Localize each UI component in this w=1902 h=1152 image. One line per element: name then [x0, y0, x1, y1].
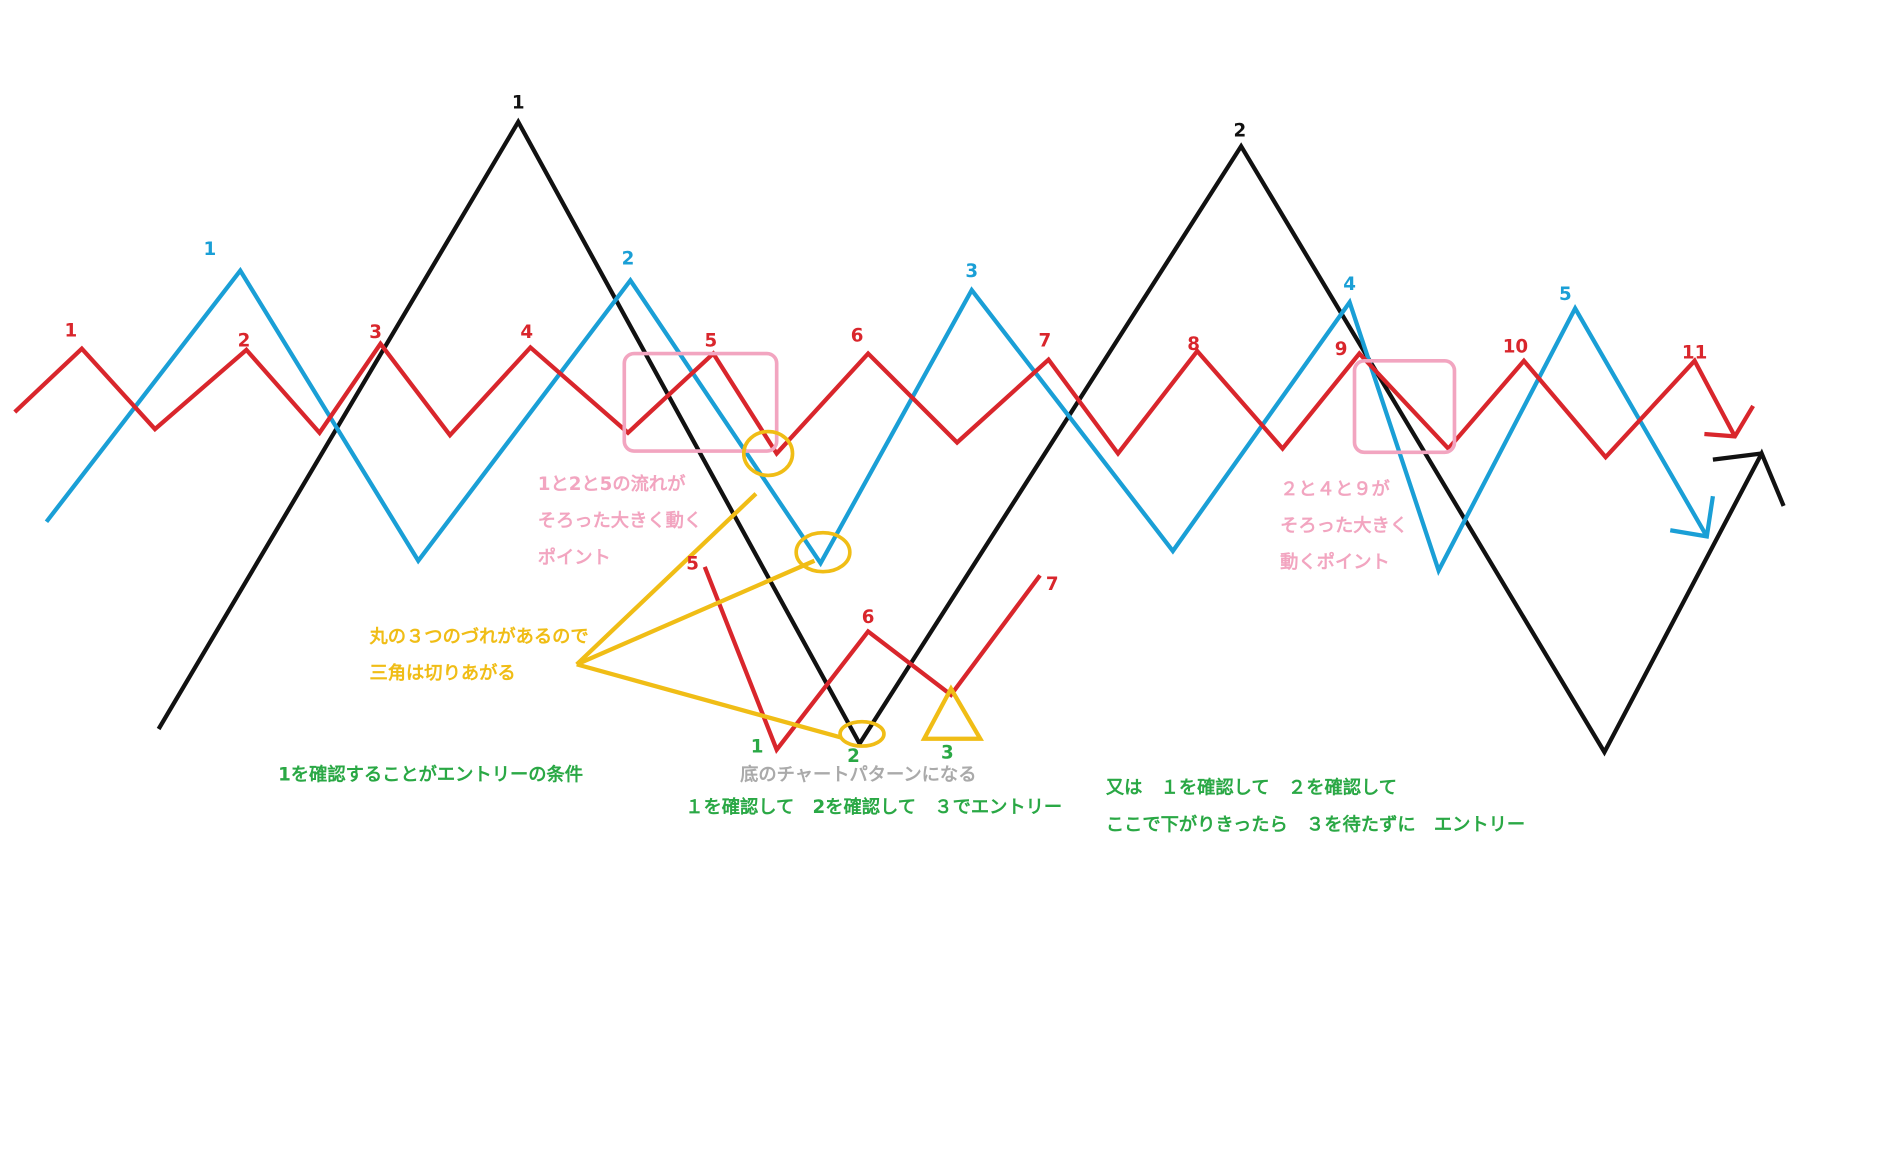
green-label: 3: [941, 742, 954, 763]
annotation: ここで下がりきったら ３を待たずに エントリー: [1106, 813, 1525, 835]
annotation: １を確認して 2を確認して ３でエントリー: [685, 796, 1062, 818]
annotation: 又は １を確認して ２を確認して: [1106, 777, 1397, 799]
red-label: 9: [1335, 339, 1348, 360]
black-label: 2: [1234, 121, 1247, 142]
blue-label: 2: [622, 249, 635, 270]
red-label: 7: [1039, 330, 1052, 351]
yellow-circle: [741, 429, 795, 478]
red-label: 2: [238, 330, 251, 351]
black-label: 1: [512, 93, 525, 114]
black-arrow: [1712, 451, 1762, 462]
annotation: ポイント: [538, 546, 611, 568]
red-arrow: [1704, 404, 1755, 439]
yellow-pointer: [575, 558, 816, 667]
blue-label: 5: [1559, 284, 1572, 305]
red-label: 6: [862, 607, 875, 628]
lower-red-line: [702, 566, 1042, 754]
red-label: 5: [686, 553, 699, 574]
red-label: 11: [1682, 343, 1707, 364]
annotation: 底のチャートパターンになる: [740, 763, 976, 785]
green-label: 1: [751, 736, 764, 757]
yellow-pointer: [576, 662, 842, 740]
red-label: 6: [851, 325, 864, 346]
annotation: そろった大きく: [1280, 515, 1408, 537]
blue-label: 4: [1343, 274, 1356, 295]
red-label: 4: [520, 322, 533, 343]
yellow-circle: [838, 719, 886, 748]
pink-box: [622, 351, 779, 453]
red-label: 3: [369, 322, 382, 343]
red-label: 10: [1503, 336, 1528, 357]
pink-box: [1352, 359, 1457, 455]
blue-line: [44, 266, 1709, 576]
blue-arrow: [1669, 495, 1716, 539]
red-label: 8: [1187, 334, 1200, 355]
annotation: そろった大きく動く: [538, 510, 702, 532]
annotation: ２と４と９が: [1280, 478, 1390, 500]
red-label: 1: [64, 321, 77, 342]
blue-label: 1: [203, 239, 216, 260]
red-label: 5: [704, 330, 717, 351]
annotation: 1を確認することがエントリーの条件: [278, 763, 583, 785]
annotation: 1と2と5の流れが: [538, 473, 686, 495]
annotation: 三角は切りあがる: [370, 662, 516, 684]
red-label: 7: [1046, 574, 1059, 595]
annotation: 丸の３つのづれがあるので: [369, 626, 589, 648]
yellow-circle: [794, 530, 852, 574]
yellow-triangle: [920, 684, 984, 741]
yellow-pointer: [575, 492, 758, 666]
blue-label: 3: [965, 261, 978, 282]
green-label: 2: [847, 746, 860, 767]
annotation: 動くポイント: [1280, 551, 1390, 573]
red-line: [13, 340, 1737, 461]
